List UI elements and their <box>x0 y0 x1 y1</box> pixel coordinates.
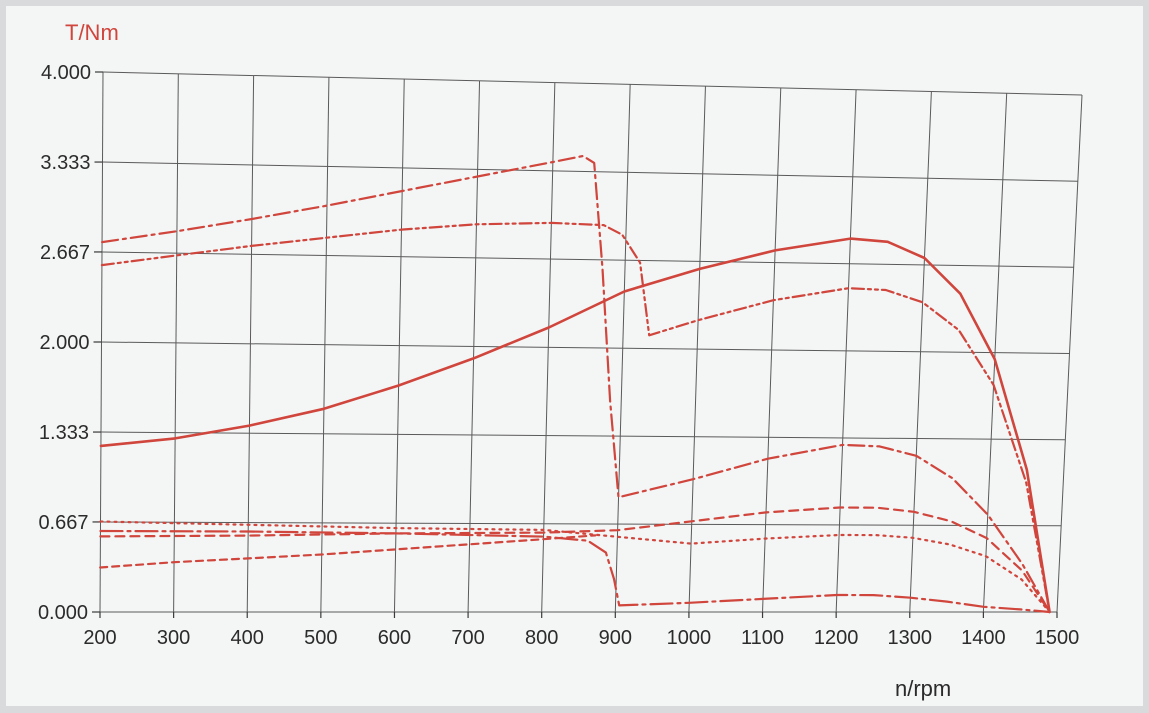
x-tick-label: 1000 <box>667 627 712 649</box>
x-tick-label: 1300 <box>888 627 933 649</box>
x-tick-label: 900 <box>599 627 632 649</box>
y-tick-label: 1.333 <box>39 422 89 444</box>
y-tick-label: 3.333 <box>40 152 90 174</box>
y-axis-title: T/Nm <box>65 20 119 45</box>
y-tick-label: 4.000 <box>41 62 91 84</box>
series-line-6-long-dash-dot <box>99 529 1051 614</box>
grid-line-horizontal <box>100 431 1066 441</box>
series-layer <box>99 154 1051 614</box>
series-line-5-dotted <box>99 520 1051 614</box>
series-line-7-short-dash <box>99 534 597 569</box>
x-tick-label: 1400 <box>961 627 1006 649</box>
x-tick-label: 200 <box>83 627 116 649</box>
y-tick-label: 2.000 <box>39 332 89 354</box>
grid-line-horizontal <box>101 341 1070 354</box>
grid-line-horizontal <box>102 161 1078 182</box>
x-axis-title: n/rpm <box>895 676 951 701</box>
grid-line-horizontal <box>100 521 1062 527</box>
plot-background <box>6 6 1143 706</box>
y-tick-label: 0.667 <box>38 512 88 534</box>
x-tick-label: 300 <box>157 627 190 649</box>
x-tick-label: 1100 <box>741 627 784 649</box>
y-tick-labels: 0.000 0.667 1.333 2.000 2.667 3.333 4.000 <box>38 62 91 624</box>
series-line-1-solid <box>99 237 1051 614</box>
x-tick-label: 400 <box>231 627 264 649</box>
series-line-3-dash-dot-dot <box>100 221 1051 614</box>
x-tick-label: 700 <box>451 627 484 649</box>
y-tick-label: 2.667 <box>40 242 90 264</box>
x-tick-label: 1200 <box>814 627 859 649</box>
x-tick-labels: 200 300 400 500 600 700 800 900 1000 1100 1200 1300… <box>83 627 1079 649</box>
grid-line-horizontal <box>101 251 1074 268</box>
x-tick-label: 600 <box>378 627 411 649</box>
x-tick-label: 1500 <box>1035 627 1080 649</box>
grid <box>92 71 1083 618</box>
x-tick-label: 800 <box>525 627 558 649</box>
series-line-2-dash-dot <box>101 154 1051 614</box>
x-tick-label: 500 <box>304 627 337 649</box>
y-tick-label: 0.000 <box>38 602 88 624</box>
grid-line-horizontal <box>102 71 1083 96</box>
